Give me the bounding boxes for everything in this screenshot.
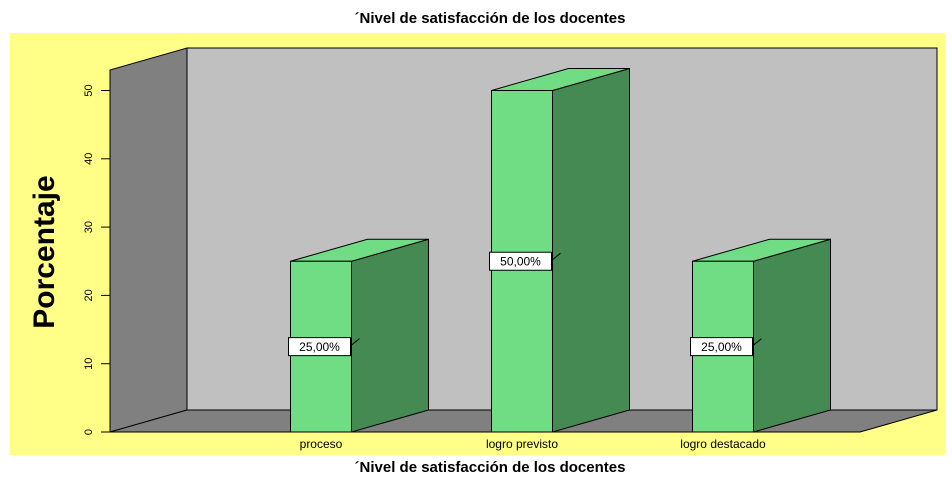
- y-tick-label: 20: [83, 289, 95, 301]
- y-tick-label: 10: [83, 358, 95, 370]
- y-axis-title: Porcentaje: [28, 175, 61, 328]
- value-label-box: [690, 337, 753, 357]
- bar: [491, 67, 630, 433]
- label-leader: [550, 252, 561, 262]
- value-label: 25,00%: [701, 340, 742, 354]
- bar-side: [351, 238, 429, 433]
- y-tick-label: 40: [83, 153, 95, 165]
- x-axis-title: ´Nivel de satisfacción de los docentes: [355, 459, 626, 476]
- bar-side: [753, 238, 831, 433]
- x-tick-label: logro destacado: [680, 437, 766, 451]
- bar-side: [552, 67, 630, 433]
- label-leader: [349, 338, 360, 348]
- y-tick-label: 0: [83, 429, 95, 435]
- value-label-box: [489, 251, 552, 271]
- x-tick-label: proceso: [300, 437, 343, 451]
- chart-title: ´Nivel de satisfacción de los docentes: [355, 10, 626, 27]
- bar: [692, 238, 831, 433]
- y-tick-label: 50: [83, 84, 95, 96]
- value-label: 50,00%: [500, 254, 541, 268]
- bar: [290, 238, 429, 433]
- x-tick-label: logro previsto: [486, 437, 558, 451]
- side-wall: [109, 47, 188, 433]
- label-leader: [751, 338, 762, 348]
- value-label-box: [288, 337, 351, 357]
- value-label: 25,00%: [299, 340, 340, 354]
- y-tick-label: 30: [83, 221, 95, 233]
